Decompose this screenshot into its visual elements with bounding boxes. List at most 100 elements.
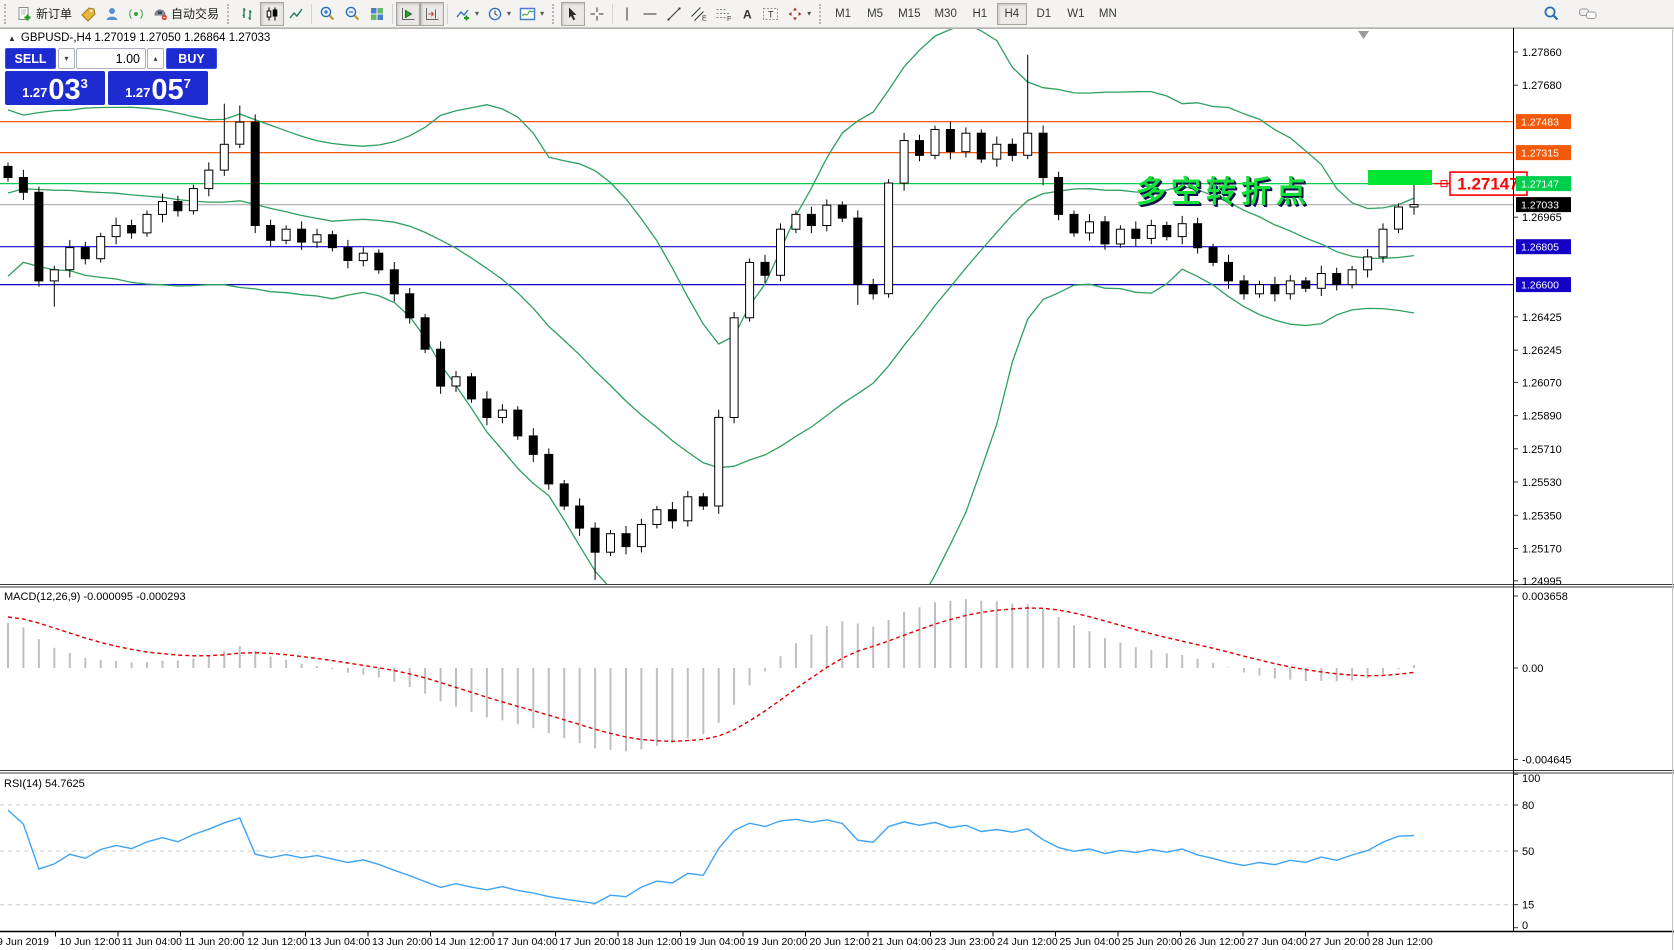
chart-area: 1.27147 1.27860 1.27680 1.26965 1.26425 1.262… xyxy=(0,28,1674,950)
svg-text:1.27680: 1.27680 xyxy=(1522,80,1562,92)
indicators-icon xyxy=(455,6,471,22)
toolbar-grip[interactable] xyxy=(819,3,826,24)
svg-text:23 Jun 23:00: 23 Jun 23:00 xyxy=(935,936,996,948)
trendline-tool-button[interactable] xyxy=(662,2,686,26)
timeframe-button-m5[interactable]: M5 xyxy=(860,3,890,25)
svg-text:25 Jun 04:00: 25 Jun 04:00 xyxy=(1060,936,1121,948)
chart-shift-button[interactable] xyxy=(420,1,445,26)
candlesticks[interactable] xyxy=(3,54,1419,580)
chart-shift-icon xyxy=(424,6,440,22)
vertical-line-tool-button[interactable] xyxy=(616,2,638,26)
line-chart-mode-button[interactable] xyxy=(284,2,308,26)
auto-scroll-button[interactable] xyxy=(396,1,421,26)
dropdown-caret-icon: ▾ xyxy=(475,9,480,18)
svg-text:1.26425: 1.26425 xyxy=(1522,312,1562,324)
indicators-button[interactable]: ▾ xyxy=(451,2,483,26)
sell-price-prefix: 1.27 xyxy=(22,85,48,100)
crosshair-tool-button[interactable] xyxy=(585,2,609,26)
volume-input[interactable] xyxy=(76,48,146,69)
timeframe-button-m1[interactable]: M1 xyxy=(828,3,858,25)
toolbar-grip[interactable] xyxy=(4,3,11,24)
svg-text:15: 15 xyxy=(1522,900,1534,912)
bar-chart-mode-button[interactable] xyxy=(236,2,260,26)
dropdown-caret-icon: ▾ xyxy=(507,9,512,18)
svg-text:1.27033: 1.27033 xyxy=(1521,200,1559,212)
arrows-icon xyxy=(787,6,803,22)
svg-text:1.26805: 1.26805 xyxy=(1521,242,1559,254)
sell-price-button[interactable]: 1.27 03 3 xyxy=(5,71,105,105)
volume-increase-button[interactable] xyxy=(147,48,164,69)
svg-text:24 Jun 12:00: 24 Jun 12:00 xyxy=(997,936,1058,948)
timeframe-button-h4[interactable]: H4 xyxy=(996,2,1027,25)
channel-icon: E xyxy=(690,6,707,22)
zoom-out-icon xyxy=(344,5,361,22)
toolbar-grip[interactable] xyxy=(227,3,234,24)
svg-text:0.00: 0.00 xyxy=(1522,663,1543,675)
zoom-out-button[interactable] xyxy=(340,2,365,26)
price-axis[interactable]: 1.27860 1.27680 1.26965 1.26425 1.26245 1.260… xyxy=(1513,47,1571,588)
timeframe-button-mn[interactable]: MN xyxy=(1093,3,1123,25)
toolbar-right xyxy=(1539,2,1602,26)
tile-windows-button[interactable] xyxy=(365,2,389,26)
data-window-button[interactable] xyxy=(124,2,148,26)
svg-text:-0.004645: -0.004645 xyxy=(1522,754,1572,766)
market-watch-button[interactable] xyxy=(100,2,124,26)
bar-chart-icon xyxy=(240,6,256,22)
buy-price-prefix: 1.27 xyxy=(125,85,151,100)
buy-price-button[interactable]: 1.27 05 7 xyxy=(108,71,208,105)
svg-text:20 Jun 12:00: 20 Jun 12:00 xyxy=(810,936,871,948)
collapse-panel-icon[interactable] xyxy=(8,32,16,44)
horizontal-line-tool-button[interactable] xyxy=(638,2,662,26)
cursor-tool-button[interactable] xyxy=(561,1,586,26)
macd-axis[interactable]: 0.003658 0.00 -0.004645 xyxy=(1513,591,1572,766)
community-chat-button[interactable] xyxy=(1574,2,1602,26)
text-tool-button[interactable]: A xyxy=(736,2,758,26)
svg-text:11 Jun 20:00: 11 Jun 20:00 xyxy=(185,936,245,948)
candle-chart-mode-button[interactable] xyxy=(260,1,285,26)
text-label-tool-button[interactable]: T xyxy=(758,2,783,26)
periods-button[interactable]: ▾ xyxy=(483,2,515,26)
sell-button[interactable]: SELL xyxy=(5,48,56,69)
svg-text:25 Jun 20:00: 25 Jun 20:00 xyxy=(1122,936,1183,948)
chart-annotation-text: 多空转折点 xyxy=(1136,176,1311,209)
toolbar-grip[interactable] xyxy=(552,3,559,24)
price-chart[interactable]: 1.27147 1.27860 1.27680 1.26965 1.26425 1.262… xyxy=(0,28,1674,950)
highlight-rectangle[interactable] xyxy=(1368,170,1432,185)
svg-text:1.25530: 1.25530 xyxy=(1522,477,1562,489)
price-tag-callout[interactable]: 1.27147 xyxy=(1434,171,1528,196)
trade-panel-header: SELL BUY xyxy=(5,48,217,69)
time-axis[interactable]: 9 Jun 2019 10 Jun 12:00 11 Jun 04:00 11 Jun… xyxy=(0,931,1433,949)
volume-decrease-button[interactable] xyxy=(58,48,75,69)
chart-profiles-button[interactable] xyxy=(76,2,100,26)
bollinger-bands[interactable] xyxy=(7,28,1415,674)
new-order-button[interactable]: 新订单 xyxy=(13,2,76,26)
timeframe-button-d1[interactable]: D1 xyxy=(1029,3,1059,25)
chart-shift-marker-icon[interactable] xyxy=(1358,31,1369,39)
vertical-line-icon xyxy=(620,6,634,22)
channel-tool-button[interactable]: E xyxy=(686,2,711,26)
templates-button[interactable]: ▾ xyxy=(515,2,548,26)
tag-icon xyxy=(80,6,96,22)
search-button[interactable] xyxy=(1539,2,1564,26)
pane-separators[interactable] xyxy=(0,28,1674,950)
svg-text:1.27147: 1.27147 xyxy=(1457,175,1518,194)
buy-button[interactable]: BUY xyxy=(166,48,217,69)
svg-text:12 Jun 12:00: 12 Jun 12:00 xyxy=(247,936,308,948)
auto-trading-button[interactable]: 自动交易 xyxy=(148,2,223,26)
timeframe-button-h1[interactable]: H1 xyxy=(965,3,995,25)
timeframe-button-m15[interactable]: M15 xyxy=(892,3,926,25)
timeframe-button-m30[interactable]: M30 xyxy=(928,3,962,25)
fibonacci-tool-button[interactable]: F xyxy=(711,2,736,26)
rsi-axis[interactable]: 100 80 50 15 0 xyxy=(1513,773,1540,932)
rsi-pane[interactable] xyxy=(0,804,1513,906)
chart-title-text: GBPUSD-,H4 1.27019 1.27050 1.26864 1.270… xyxy=(20,32,271,44)
svg-text:14 Jun 12:00: 14 Jun 12:00 xyxy=(435,936,496,948)
svg-text:1.26245: 1.26245 xyxy=(1522,345,1562,357)
svg-text:28 Jun 12:00: 28 Jun 12:00 xyxy=(1372,936,1433,948)
sell-price-big: 03 xyxy=(48,74,81,106)
timeframe-button-w1[interactable]: W1 xyxy=(1061,3,1091,25)
zoom-in-button[interactable] xyxy=(315,2,340,26)
toolbar-separator xyxy=(311,3,313,24)
arrows-tool-button[interactable]: ▾ xyxy=(783,2,815,26)
macd-pane[interactable] xyxy=(7,599,1415,752)
